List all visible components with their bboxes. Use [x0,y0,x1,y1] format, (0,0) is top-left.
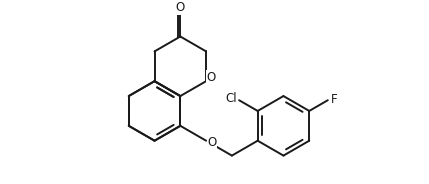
Text: Cl: Cl [225,92,237,105]
Text: O: O [208,136,217,149]
Text: O: O [176,1,185,14]
Text: F: F [331,93,337,106]
Text: O: O [207,70,216,84]
